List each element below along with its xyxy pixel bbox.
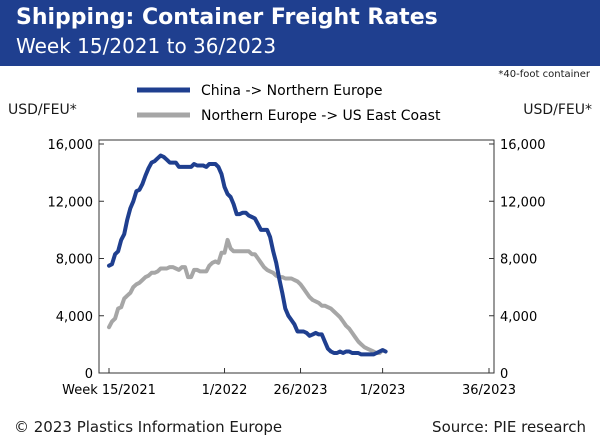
y-tick-label-right: 4,000	[500, 310, 537, 325]
x-tick-label: 1/2023	[360, 383, 406, 398]
y-axis-label-left: USD/FEU*	[8, 102, 77, 118]
chart-subtitle: Week 15/2021 to 36/2023	[16, 34, 277, 58]
source-text: Source: PIE research	[432, 418, 586, 436]
y-tick-label-right: 12,000	[500, 195, 546, 210]
x-tick-label: 36/2023	[462, 383, 516, 398]
y-tick-label-left: 12,000	[48, 195, 94, 210]
legend-label-2: Northern Europe -> US East Coast	[201, 108, 441, 124]
copyright-text: © 2023 Plastics Information Europe	[14, 418, 283, 436]
y-tick-label-right: 16,000	[500, 138, 546, 153]
series-line-northern-europe-us-east-coast	[107, 237, 388, 355]
x-tick-label: Week 15/2021	[62, 383, 156, 398]
y-axis-label-right: USD/FEU*	[523, 102, 592, 118]
series-line-china-northern-europe	[107, 153, 388, 357]
header-bar: Shipping: Container Freight Rates Week 1…	[0, 0, 600, 66]
y-tick-label-right: 0	[500, 367, 508, 382]
x-tick-label: 26/2023	[274, 383, 328, 398]
y-tick-label-left: 16,000	[48, 138, 94, 153]
container-footnote: *40-foot container	[498, 69, 590, 80]
y-tick-label-left: 4,000	[56, 310, 93, 325]
y-tick-label-left: 0	[85, 367, 93, 382]
chart-title: Shipping: Container Freight Rates	[16, 5, 438, 30]
y-tick-label-left: 8,000	[56, 253, 93, 268]
legend-label-1: China -> Northern Europe	[201, 83, 383, 99]
plot-frame	[98, 139, 495, 374]
y-tick-label-right: 8,000	[500, 253, 537, 268]
x-tick-label: 1/2022	[202, 383, 248, 398]
